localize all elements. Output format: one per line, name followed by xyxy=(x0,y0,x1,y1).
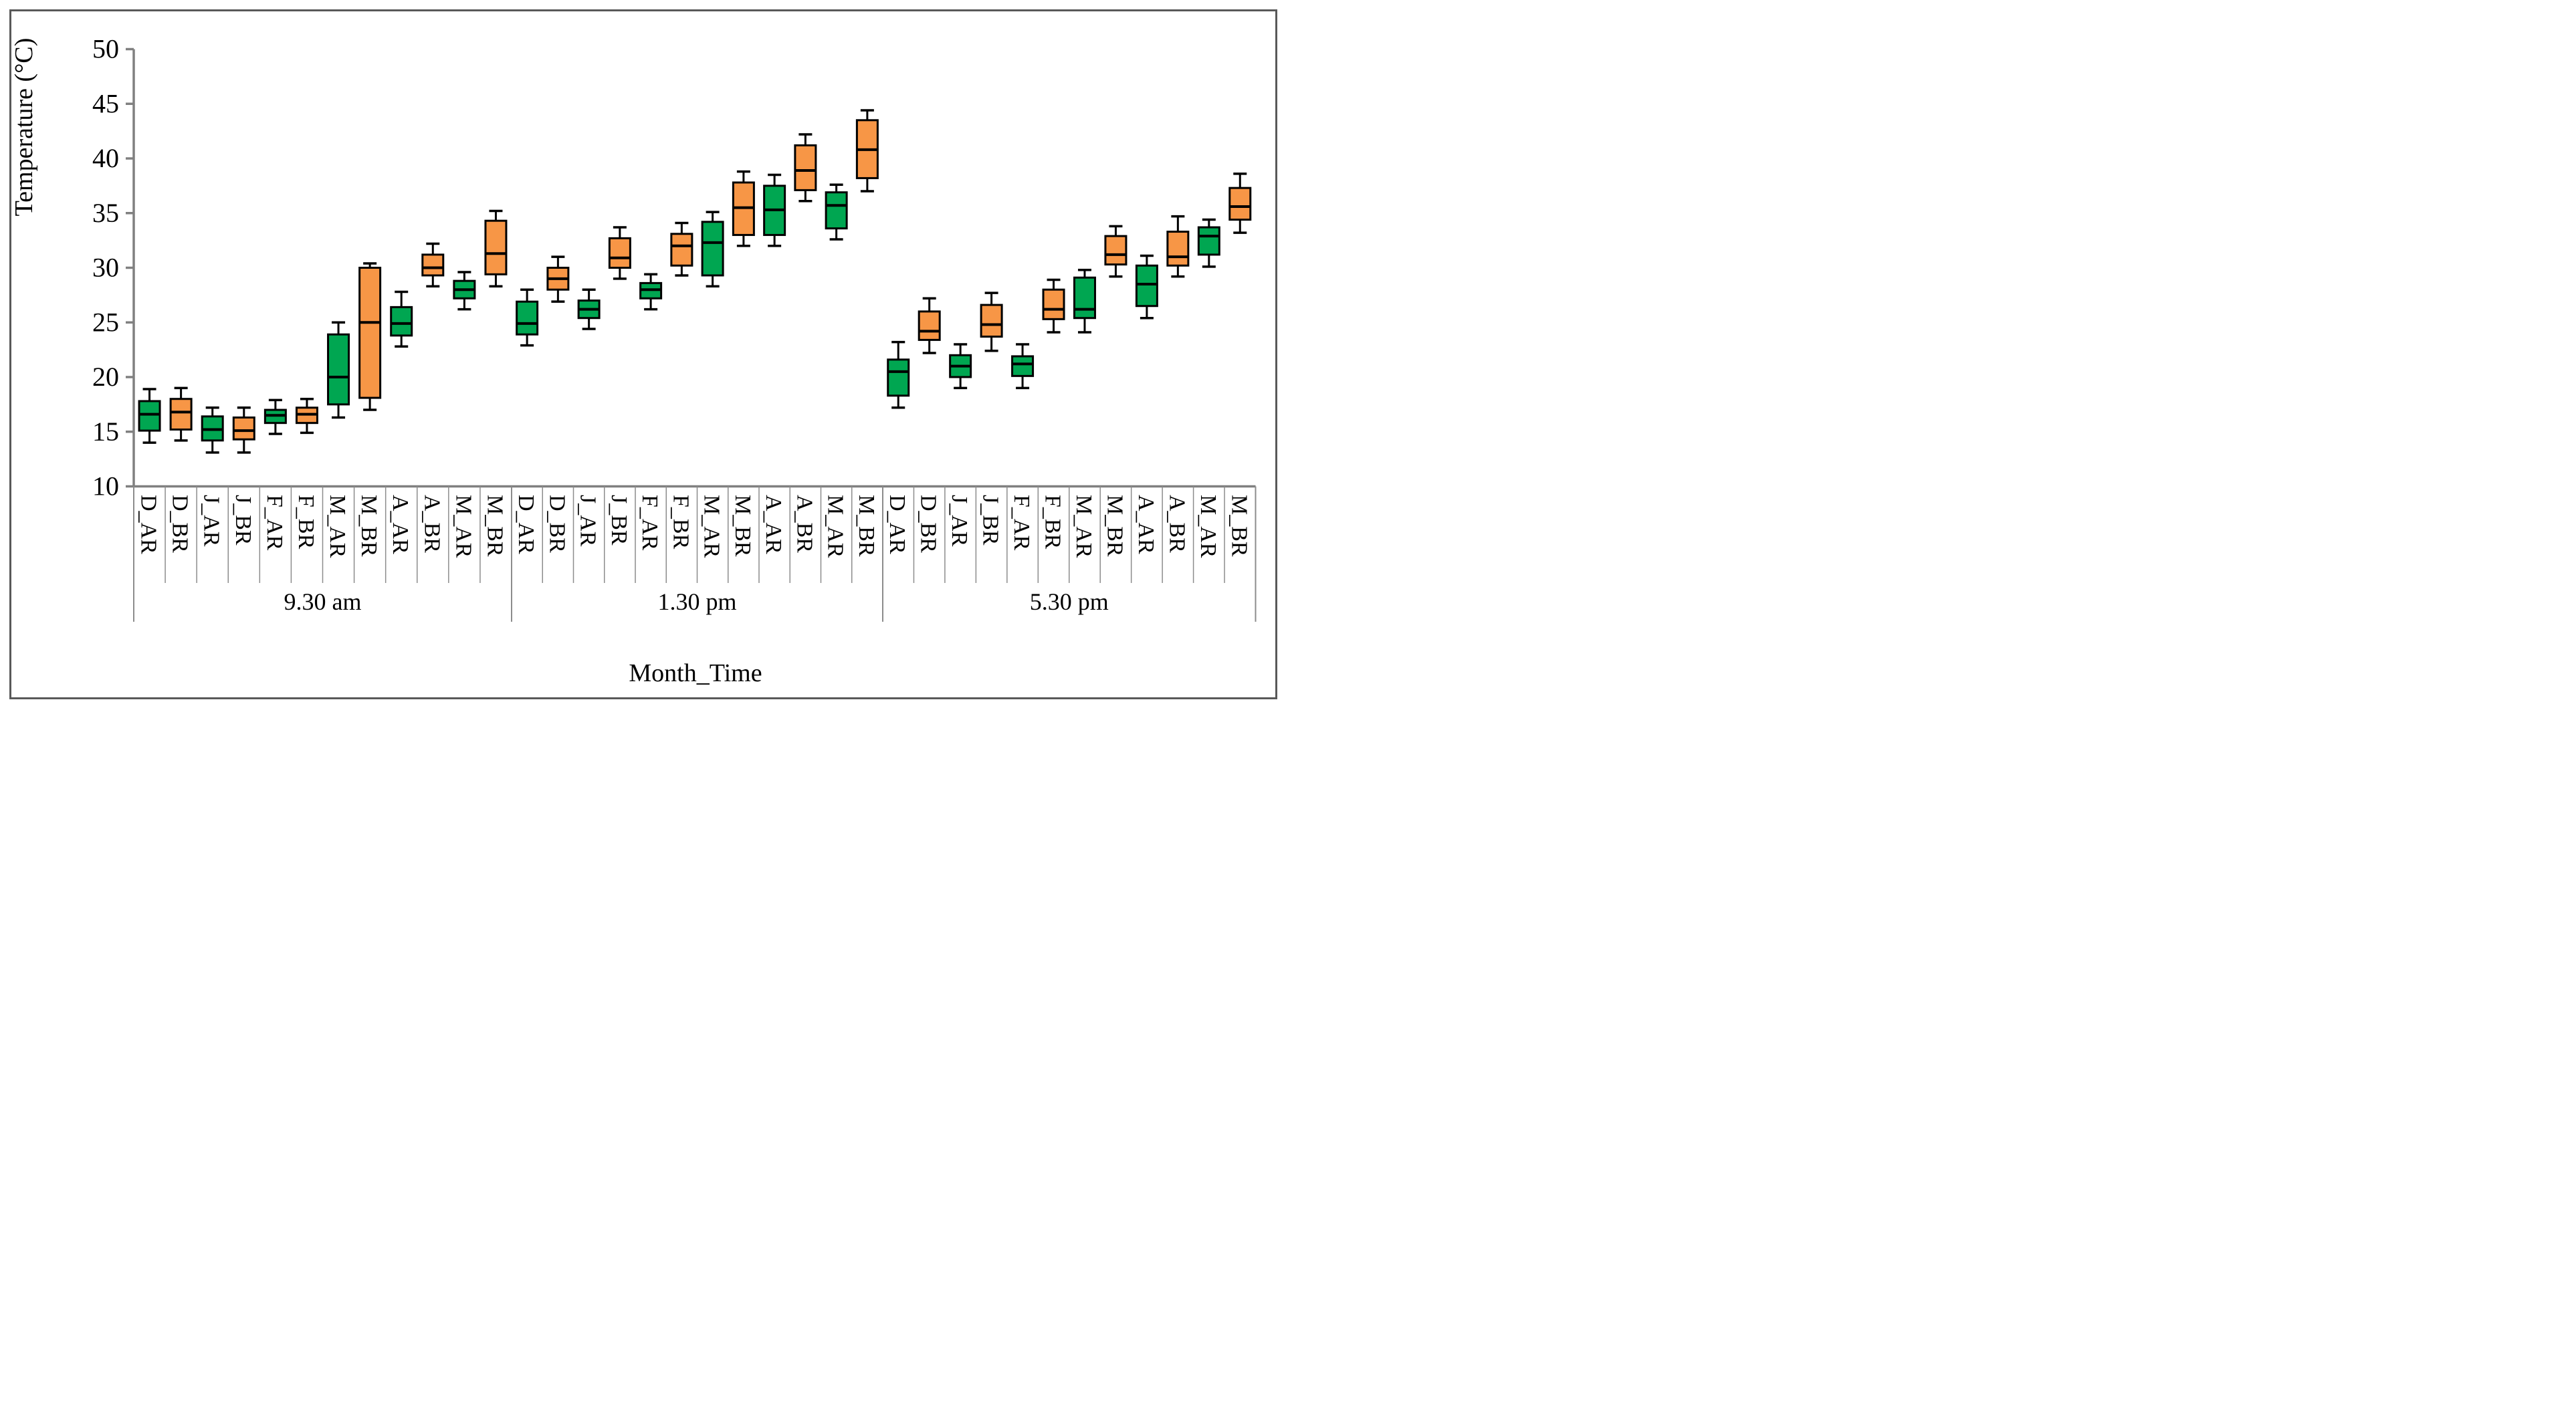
category-label: A_BR xyxy=(419,495,444,553)
category-label: D_BR xyxy=(544,495,569,553)
category-label: J_BR xyxy=(978,495,1003,546)
figure: 10 15 20 25 30 35 40 45 50 9.30 am D_AR D_BR J_AR J_B… xyxy=(0,0,1288,710)
group-label: 5.30 pm xyxy=(1030,588,1109,615)
category-label: A_AR xyxy=(1134,495,1158,554)
box-AR xyxy=(1011,355,1035,377)
group-label: 9.30 am xyxy=(284,588,362,615)
y-tick-label: 30 xyxy=(92,253,119,283)
category-label: J_BR xyxy=(607,495,631,546)
category-label: D_AR xyxy=(514,495,538,554)
box-BR xyxy=(1042,288,1065,320)
category-label: M_AR xyxy=(1071,495,1096,558)
box-BR xyxy=(1228,187,1252,221)
category-label: M_BR xyxy=(356,495,381,557)
box-AR xyxy=(327,333,350,406)
y-tick-label: 10 xyxy=(92,471,119,501)
category-label: M_AR xyxy=(700,495,724,558)
y-tick-label: 40 xyxy=(92,143,119,173)
category-label: D_BR xyxy=(168,495,193,553)
y-tick-label: 35 xyxy=(92,198,119,228)
box-AR xyxy=(1135,264,1158,308)
category-label: A_AR xyxy=(388,495,413,554)
category-label: M_AR xyxy=(325,495,350,558)
box-BR xyxy=(980,304,1003,338)
category-label: F_BR xyxy=(294,495,318,550)
category-label: J_AR xyxy=(576,495,601,547)
box-BR xyxy=(169,398,193,431)
x-axis-title: Month_Time xyxy=(629,659,762,687)
category-label: F_AR xyxy=(1009,495,1034,550)
category-label: M_BR xyxy=(730,495,755,557)
category-label: M_BR xyxy=(1102,495,1127,557)
box-BR xyxy=(421,253,445,277)
category-label: J_AR xyxy=(947,495,972,547)
category-label: M_AR xyxy=(823,495,848,558)
category-label: A_BR xyxy=(792,495,817,553)
box-AR xyxy=(825,191,848,230)
y-tick-label: 15 xyxy=(92,417,119,447)
box-BR xyxy=(608,237,631,269)
category-label: A_BR xyxy=(1164,495,1189,553)
box-BR xyxy=(794,144,817,191)
category-label: M_BR xyxy=(1226,495,1251,557)
box-BR xyxy=(1166,231,1190,267)
category-label: F_AR xyxy=(262,495,287,550)
category-label: M_BR xyxy=(482,495,507,557)
figure-border xyxy=(9,9,1277,699)
category-label: J_BR xyxy=(231,495,255,546)
box-BR xyxy=(918,310,941,341)
box-AR xyxy=(1197,226,1220,256)
category-label: J_AR xyxy=(199,495,224,547)
box-BR xyxy=(358,267,382,399)
group-label: 1.30 pm xyxy=(657,588,736,615)
category-label: F_BR xyxy=(668,495,693,550)
box-AR xyxy=(887,358,910,397)
box-AR xyxy=(516,300,539,336)
y-tick-label: 25 xyxy=(92,307,119,337)
box-BR xyxy=(1104,235,1128,266)
category-label: D_AR xyxy=(136,495,161,554)
category-label: D_AR xyxy=(885,495,909,554)
y-tick-label: 20 xyxy=(92,362,119,392)
category-label: F_AR xyxy=(637,495,662,550)
y-tick-label: 50 xyxy=(92,34,119,64)
box-AR xyxy=(138,400,161,432)
category-label: A_AR xyxy=(761,495,786,554)
category-label: D_BR xyxy=(916,495,941,553)
category-label: M_AR xyxy=(1196,495,1220,558)
box-BR xyxy=(670,233,693,267)
category-label: F_BR xyxy=(1041,495,1065,550)
y-tick-label: 45 xyxy=(92,88,119,118)
y-axis-title: Temperature (°C) xyxy=(10,37,38,217)
category-label: M_AR xyxy=(451,495,475,558)
box-AR xyxy=(390,306,413,337)
box-AR xyxy=(701,221,724,277)
box-AR xyxy=(1073,276,1096,320)
box-BR xyxy=(232,416,255,441)
category-label: M_BR xyxy=(854,495,879,557)
box-BR xyxy=(484,219,508,275)
